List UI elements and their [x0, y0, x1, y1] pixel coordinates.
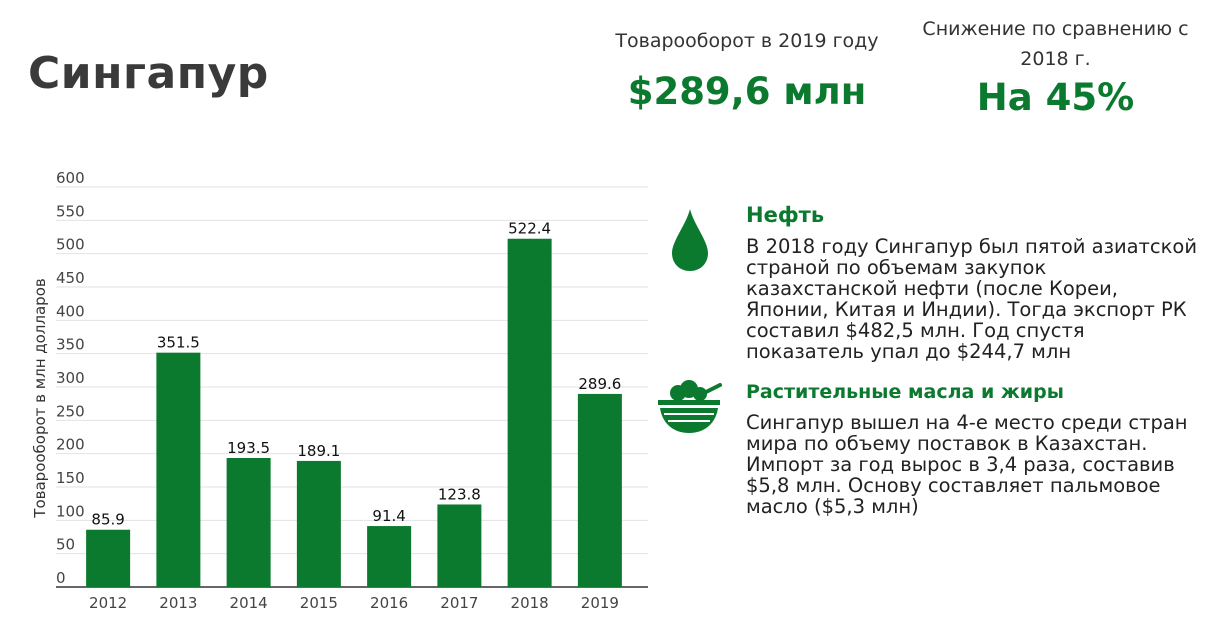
y-tick-label: 400	[56, 302, 85, 320]
decline-label: Снижение по сравнению с 2018 г.	[922, 18, 1189, 70]
oils-title: Растительные масла и жиры	[746, 381, 1064, 403]
y-tick-label: 550	[56, 202, 85, 220]
oil-text: В 2018 году Сингапур был пятой азиатской…	[746, 235, 1198, 363]
turnover-label: Товарооборот в 2019 году	[615, 30, 879, 52]
bar-2018	[507, 238, 552, 587]
x-tick-label-2016: 2016	[370, 594, 408, 612]
data-label-2017: 123.8	[438, 485, 481, 503]
y-tick-label: 500	[56, 236, 85, 254]
data-label-2014: 193.5	[227, 439, 270, 457]
y-tick-label: 150	[56, 469, 85, 487]
y-tick-label: 50	[56, 536, 75, 554]
data-label-2019: 289.6	[578, 375, 621, 393]
decline-value: На 45%	[976, 76, 1135, 119]
bar-2013	[156, 352, 201, 587]
bar-chart: 0 50 100 150 200 250 300 350 400 450 500 550 600 Това…	[31, 169, 648, 612]
x-tick-label-2019: 2019	[581, 594, 619, 612]
salad-bowl-icon	[658, 380, 722, 433]
data-label-2013: 351.5	[157, 334, 200, 352]
bar-2019	[577, 393, 622, 587]
x-tick-label-2013: 2013	[159, 594, 197, 612]
x-tick-label-2018: 2018	[511, 594, 549, 612]
bar-2015	[296, 460, 341, 587]
y-tick-label: 250	[56, 402, 85, 420]
y-tick-label: 450	[56, 269, 85, 287]
x-tick-label-2012: 2012	[89, 594, 127, 612]
page-title: Сингапур	[28, 48, 269, 99]
data-label-2018: 522.4	[508, 220, 551, 238]
bar-2012	[86, 529, 131, 587]
oils-text: Сингапур вышел на 4-е место среди стран …	[746, 411, 1188, 518]
bar-2014	[226, 458, 271, 587]
y-tick-label: 350	[56, 336, 85, 354]
turnover-value: $289,6 млн	[627, 70, 867, 113]
y-tick-label: 600	[56, 169, 85, 187]
data-label-2015: 189.1	[297, 442, 340, 460]
bar-2017	[437, 504, 482, 587]
oil-title: Нефть	[746, 203, 825, 227]
bar-2016	[367, 526, 412, 587]
y-tick-label: 100	[56, 502, 85, 520]
x-tick-label-2014: 2014	[230, 594, 268, 612]
y-axis-title: Товарооборот в млн долларов	[31, 278, 49, 518]
y-tick-label: 0	[56, 569, 66, 587]
x-tick-label-2015: 2015	[300, 594, 338, 612]
turnover-stat: Товарооборот в 2019 году $289,6 млн	[612, 26, 882, 113]
data-label-2016: 91.4	[372, 507, 405, 525]
data-label-2012: 85.9	[91, 511, 124, 529]
y-tick-label: 200	[56, 436, 85, 454]
decline-stat: Снижение по сравнению с 2018 г. На 45%	[918, 14, 1193, 119]
y-tick-label: 300	[56, 369, 85, 387]
oil-drop-icon	[672, 209, 708, 271]
x-tick-label-2017: 2017	[440, 594, 478, 612]
